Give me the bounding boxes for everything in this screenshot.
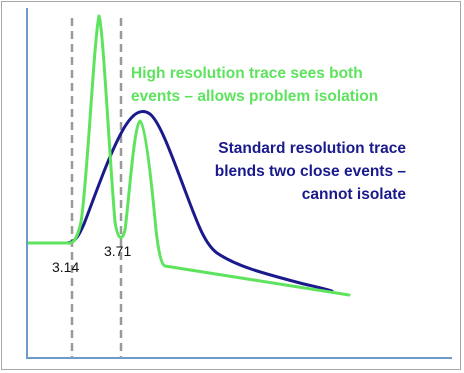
standard-resolution-annotation: Standard resolution trace blends two clo… <box>215 140 407 203</box>
high-resolution-annotation: High resolution trace sees both events –… <box>131 65 378 105</box>
marker-label-2: 3.71 <box>104 243 131 259</box>
marker-label-1: 3.14 <box>52 259 79 275</box>
standard-resolution-annotation-line-1: Standard resolution trace <box>218 140 406 157</box>
high-resolution-trace <box>27 14 351 297</box>
standard-resolution-annotation-line-3: cannot isolate <box>302 186 407 203</box>
high-resolution-annotation-line-1: High resolution trace sees both <box>131 65 363 82</box>
standard-resolution-trace <box>27 110 334 293</box>
high-resolution-annotation-line-2: events – allows problem isolation <box>131 88 378 105</box>
standard-resolution-annotation-line-2: blends two close events – <box>215 163 407 180</box>
